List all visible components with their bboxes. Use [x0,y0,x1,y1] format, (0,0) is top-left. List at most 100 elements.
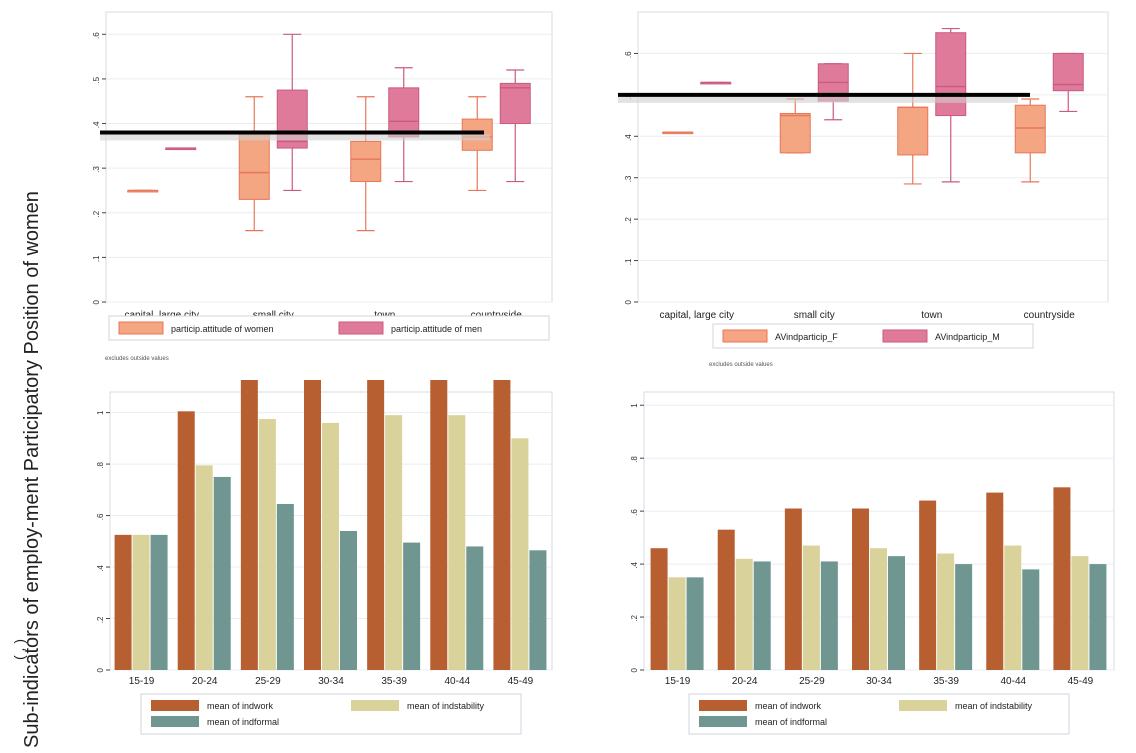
bar-mean-of-indstability [448,415,466,670]
chart-note: excludes outside values [105,356,169,362]
bar-mean-of-indformal [820,561,838,670]
reference-line-shadow [100,134,490,141]
bar-mean-of-indstability [802,545,820,670]
side-label: Sub-indicators of employ-ment Participat… [0,0,60,753]
box-men [165,147,197,151]
y-tick-label: .4 [630,562,639,569]
plot-area [105,11,553,303]
y-tick-label: 1 [630,403,639,408]
x-category-label: 45-49 [508,676,534,687]
y-tick-label: .4 [96,564,105,571]
side-label-line1: Sub-indicators of employ-ment Participat… [21,191,43,748]
y-tick-label: 0 [624,299,633,304]
x-category-label: 35-39 [381,676,407,687]
y-tick-label: .8 [630,456,639,463]
box-women [127,189,159,193]
legend-label: mean of indwork [207,701,274,711]
bar-mean-of-indwork [717,529,735,670]
bar-mean-of-indformal [529,550,547,670]
y-tick-label: .2 [630,614,639,621]
x-category-label: 25-29 [799,676,825,687]
bar-mean-of-indstability [1071,556,1089,670]
box-iqr [897,106,929,156]
y-tick-label: .1 [92,255,101,262]
x-category-label: 15-19 [129,676,155,687]
bar-panel-right: 0 .2 .4 .6 .8 1 15-19 20-24 25-29 30-34 35-39 40-44… [612,380,1136,753]
bar-mean-of-indstability [735,558,753,670]
y-tick-label: .8 [96,462,105,469]
legend-label: particip.attitude of women [171,324,274,334]
legend-swatch [899,700,947,711]
box-iqr [779,113,811,154]
reference-line-shadow [618,96,1018,103]
chart-note: excludes outside values [709,362,773,368]
legend-swatch [118,321,164,335]
legend-swatch [151,716,199,727]
legend-label: AVindparticip_M [935,332,1000,342]
legend-label: mean of indstability [407,701,485,711]
legend-box [108,315,550,341]
box-women [662,131,694,135]
bar-mean-of-indformal [403,542,421,670]
y-tick-label: 0 [630,667,639,672]
y-tick-label: .2 [624,217,633,224]
bar-mean-of-indformal [1022,569,1040,670]
bar-mean-of-indwork [986,492,1004,670]
x-category-label: 20-24 [192,676,218,687]
bar-mean-of-indformal [213,476,231,670]
y-tick-label: .6 [624,51,633,58]
bar-panel-left: 0 .2 .4 .6 .8 1 15-19 20-24 25-29 30-34 35-39 40-44… [60,380,572,753]
bar-mean-of-indformal [150,534,168,670]
box-men [700,81,732,85]
box-iqr [388,87,420,138]
bar-chart-left: 0 .2 .4 .6 .8 1 15-19 20-24 25-29 30-34 35-39 40-44… [96,380,553,735]
bar-mean-of-indwork [650,548,668,670]
box-men [499,69,531,183]
legend-swatch [351,700,399,711]
bar-mean-of-indformal [753,561,771,670]
x-category-label: 40-44 [444,676,470,687]
y-tick-label: .2 [92,210,101,217]
bar-mean-of-indwork [240,380,258,670]
box-women [350,96,382,232]
bar-mean-of-indwork [1053,487,1071,670]
box-iqr [499,82,531,125]
y-tick-label: .4 [624,134,633,141]
box-women [238,96,270,232]
box-women [1014,98,1046,183]
x-category-label: 25-29 [255,676,281,687]
x-category-label: 30-34 [318,676,344,687]
bar-mean-of-indstability [511,438,529,670]
bar-mean-of-indstability [668,577,686,670]
x-category-label: countryside [1024,310,1076,321]
x-category-label: 15-19 [665,676,691,687]
bar-mean-of-indformal [1089,564,1107,670]
y-tick-label: 1 [96,410,105,415]
legend-swatch [151,700,199,711]
bar-mean-of-indstability [132,534,150,670]
legend-label: mean of indformal [207,717,279,727]
y-tick-label: .1 [624,258,633,265]
bar-mean-of-indformal [686,577,704,670]
x-category-label: 35-39 [933,676,959,687]
side-label-line2: ( , ) [11,639,27,660]
y-tick-label: .6 [92,32,101,39]
y-tick-label: .5 [92,76,101,83]
legend-label: mean of indformal [755,717,827,727]
legend-swatch [699,700,747,711]
bar-mean-of-indwork [430,380,448,670]
bar-mean-of-indstability [258,419,276,670]
bar-mean-of-indformal [466,546,484,670]
bar-mean-of-indwork [114,534,132,670]
legend-swatch [699,716,747,727]
y-tick-label: .4 [92,121,101,128]
y-tick-label: .3 [624,175,633,182]
bar-mean-of-indformal [340,531,357,670]
legend-box [140,693,522,735]
legend-label: particip.attitude of men [391,324,482,334]
legend-swatch [882,329,928,343]
bar-mean-of-indstability [1004,545,1022,670]
box-iqr [1014,104,1046,154]
